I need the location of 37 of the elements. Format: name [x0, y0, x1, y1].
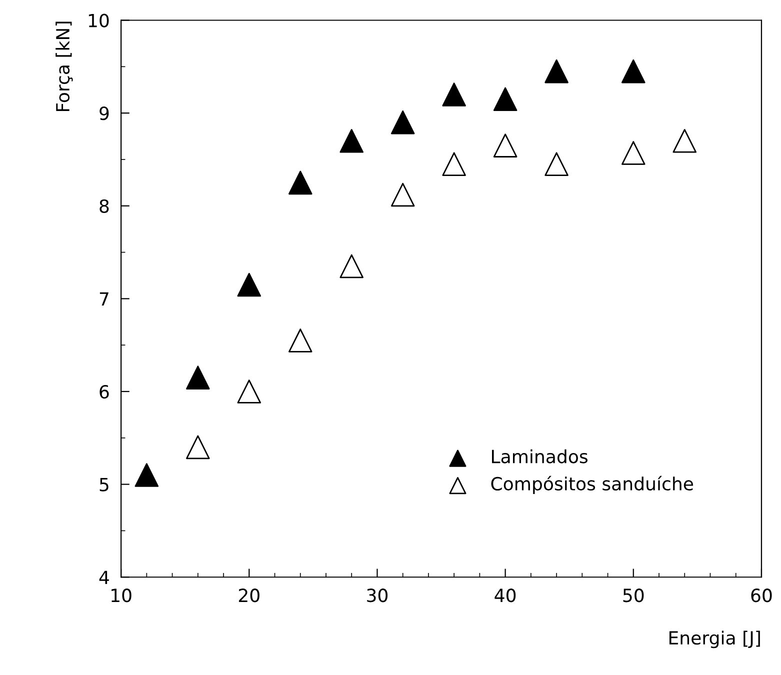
point	[544, 59, 568, 84]
y-tick-label: 5	[100, 478, 108, 492]
point	[288, 170, 312, 195]
y-tick-label: 7	[100, 292, 108, 306]
point	[493, 134, 518, 158]
point	[493, 87, 518, 112]
point	[134, 463, 159, 487]
point	[237, 380, 262, 404]
y-tick-label: 10	[88, 14, 109, 28]
x-axis-title: Energia [J]	[669, 630, 760, 648]
x-tick-label: 20	[238, 588, 260, 602]
x-tick-label: 10	[112, 588, 132, 602]
point	[390, 182, 415, 207]
y-tick-label: 8	[100, 199, 109, 213]
legend-label: Compósitos sanduíche	[491, 476, 694, 494]
y-tick-label: 9	[100, 106, 109, 120]
point	[340, 129, 364, 153]
point	[622, 141, 646, 165]
point	[390, 110, 415, 134]
y-tick-label: 6	[100, 384, 109, 399]
point	[186, 366, 210, 390]
x-tick-label: 30	[367, 588, 388, 602]
point	[340, 254, 364, 278]
point	[544, 152, 568, 176]
x-tick-label: 40	[494, 588, 516, 602]
point	[672, 129, 697, 153]
y-axis-title: Força [kN]	[56, 22, 73, 112]
point	[442, 82, 466, 106]
point	[237, 272, 262, 297]
point	[288, 328, 312, 352]
point	[186, 435, 210, 460]
legend-label: Laminados	[492, 449, 588, 464]
x-tick-label: 50	[623, 588, 644, 602]
point	[442, 152, 466, 176]
x-tick-label: 60	[751, 588, 772, 602]
point	[622, 59, 646, 84]
y-tick-label: 4	[99, 570, 109, 584]
